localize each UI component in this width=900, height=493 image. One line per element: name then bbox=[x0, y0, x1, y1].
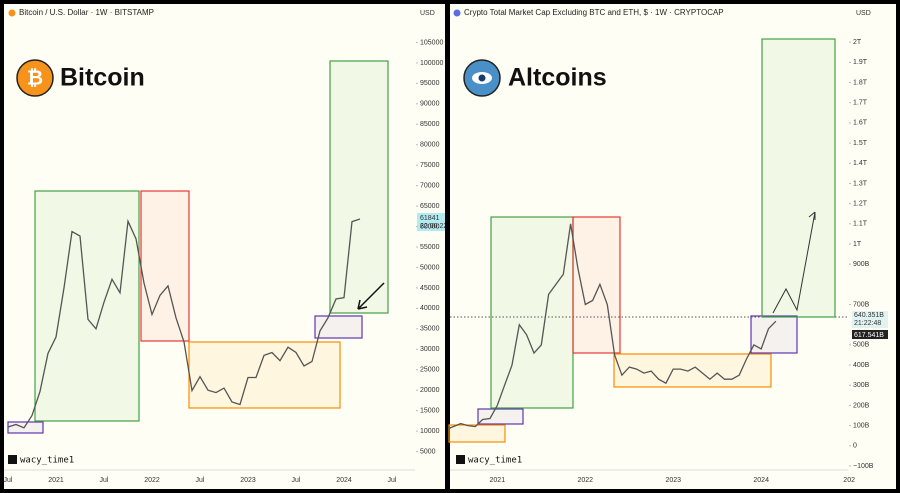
watermark: wacy_time1 bbox=[468, 456, 522, 466]
icon bbox=[453, 9, 461, 17]
arrow bbox=[357, 282, 385, 310]
drawing-box bbox=[477, 408, 524, 425]
x-tick-label: Jul bbox=[388, 477, 397, 484]
price-line bbox=[7, 218, 361, 429]
y-tick-label: 75000 bbox=[420, 162, 440, 169]
logo-text: Altcoins bbox=[508, 64, 607, 92]
y-tick-label: 1T bbox=[853, 241, 862, 248]
y-tick-label: 1.2T bbox=[853, 200, 868, 207]
x-tick-label: 202 bbox=[843, 477, 855, 484]
y-tick-label: 10000 bbox=[420, 428, 440, 435]
x-tick-label: 2021 bbox=[48, 477, 64, 484]
x-tick-label: 2022 bbox=[577, 477, 593, 484]
y-tick-label: 2T bbox=[853, 39, 862, 46]
y-tick-label: 100B bbox=[853, 422, 870, 429]
x-tick-label: 2023 bbox=[665, 477, 681, 484]
chart-title: Crypto Total Market Cap Excluding BTC an… bbox=[464, 8, 724, 17]
y-tick-label: 50000 bbox=[420, 264, 440, 271]
y-tick-label: 300B bbox=[853, 382, 870, 389]
price-badge bbox=[417, 213, 447, 231]
bitcoin-logo-glyph: ₿ bbox=[27, 67, 43, 89]
price-badge-text: 617.541B bbox=[854, 332, 884, 339]
chart-title: Bitcoin / U.S. Dollar · 1W · BITSTAMP bbox=[19, 8, 154, 17]
y-tick-label: 1.9T bbox=[853, 59, 868, 66]
drawing-box bbox=[761, 38, 836, 318]
x-tick-label: 2023 bbox=[240, 477, 256, 484]
y-tick-label: 40000 bbox=[420, 305, 440, 312]
y-tick-label: 200B bbox=[853, 402, 870, 409]
y-tick-label: 700B bbox=[853, 301, 870, 308]
y-tick-label: 65000 bbox=[420, 203, 440, 210]
y-tick-label: 1.8T bbox=[853, 79, 868, 86]
altcoin-logo-pupil bbox=[478, 74, 486, 82]
x-tick-label: Jul bbox=[100, 477, 109, 484]
axis-unit: USD bbox=[420, 10, 435, 17]
y-tick-label: 5000 bbox=[420, 448, 436, 455]
y-tick-label: 1.1T bbox=[853, 221, 868, 228]
y-tick-label: 1.4T bbox=[853, 160, 868, 167]
tv-icon bbox=[456, 455, 465, 464]
y-tick-label: 60000 bbox=[420, 223, 440, 230]
watermark: wacy_time1 bbox=[20, 456, 74, 466]
bitcoin-logo bbox=[16, 59, 54, 97]
price-badge-text: 640.351B bbox=[854, 312, 884, 319]
tv-icon bbox=[8, 455, 17, 464]
arrow bbox=[772, 211, 816, 314]
drawing-box bbox=[329, 60, 389, 314]
y-tick-label: 80000 bbox=[420, 142, 440, 149]
price-badge bbox=[852, 330, 888, 339]
x-tick-label: 2021 bbox=[490, 477, 506, 484]
y-tick-label: 400B bbox=[853, 362, 870, 369]
y-tick-label: 30000 bbox=[420, 346, 440, 353]
x-tick-label: Jul bbox=[196, 477, 205, 484]
drawing-box bbox=[7, 421, 44, 434]
drawing-box bbox=[314, 315, 363, 339]
y-tick-label: 1.7T bbox=[853, 100, 868, 107]
y-tick-label: 500B bbox=[853, 342, 870, 349]
price-badge-text: 22:00:22 bbox=[420, 223, 447, 230]
x-tick-label: 2024 bbox=[336, 477, 352, 484]
y-tick-label: 45000 bbox=[420, 285, 440, 292]
drawing-box bbox=[613, 353, 772, 388]
logo-text: Bitcoin bbox=[60, 64, 145, 92]
x-tick-label: 2024 bbox=[753, 477, 769, 484]
drawing-box bbox=[188, 341, 341, 409]
x-tick-label: Jul bbox=[292, 477, 301, 484]
y-tick-label: 100000 bbox=[420, 60, 443, 67]
y-tick-label: 1.6T bbox=[853, 120, 868, 127]
y-tick-label: 15000 bbox=[420, 407, 440, 414]
icon bbox=[8, 9, 16, 17]
drawing-box bbox=[572, 216, 621, 354]
y-tick-label: 35000 bbox=[420, 326, 440, 333]
y-tick-label: 900B bbox=[853, 261, 870, 268]
y-tick-label: 1.3T bbox=[853, 180, 868, 187]
y-tick-label: 20000 bbox=[420, 387, 440, 394]
y-tick-label: 70000 bbox=[420, 182, 440, 189]
y-tick-label: 85000 bbox=[420, 121, 440, 128]
x-tick-label: 2022 bbox=[144, 477, 160, 484]
y-tick-label: 95000 bbox=[420, 80, 440, 87]
drawing-box bbox=[140, 190, 190, 342]
drawing-box bbox=[750, 315, 798, 354]
y-tick-label: −100B bbox=[853, 463, 874, 470]
price-badge-text: 61841 bbox=[420, 215, 440, 222]
y-tick-label: 25000 bbox=[420, 367, 440, 374]
y-tick-label: 1.5T bbox=[853, 140, 868, 147]
price-badge-text: 21:22:48 bbox=[854, 320, 881, 327]
axis-unit: USD bbox=[856, 10, 871, 17]
price-line bbox=[445, 223, 777, 431]
x-tick-label: Jul bbox=[4, 477, 13, 484]
price-badge bbox=[852, 311, 888, 328]
drawing-box bbox=[448, 424, 506, 443]
y-tick-label: 90000 bbox=[420, 101, 440, 108]
drawing-box bbox=[490, 216, 574, 409]
y-tick-label: 0 bbox=[853, 443, 857, 450]
y-tick-label: 55000 bbox=[420, 244, 440, 251]
y-tick-label: 105000 bbox=[420, 39, 443, 46]
